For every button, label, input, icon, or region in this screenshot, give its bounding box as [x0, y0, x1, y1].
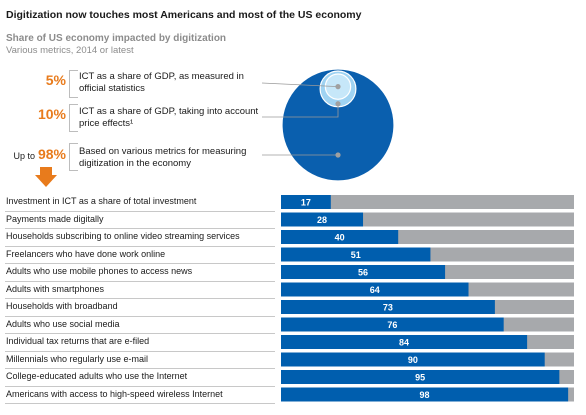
bar: [281, 317, 504, 332]
row-divider: [5, 263, 275, 264]
row-label: Investment in ICT as a share of total in…: [6, 196, 197, 206]
callout-prefix-98: Up to: [13, 151, 35, 161]
row-divider: [5, 333, 275, 334]
down-arrow-icon: [35, 175, 57, 187]
row-label: Payments made digitally: [6, 213, 104, 224]
callout-bracket-98: [69, 143, 78, 171]
bar-value-label: 64: [370, 285, 380, 295]
row-label: Households with broadband: [6, 301, 118, 311]
bar-value-label: 84: [399, 338, 409, 348]
connector-lines: [261, 82, 341, 158]
callout-value-98: Up to 98%: [2, 146, 66, 162]
row-divider: [5, 245, 275, 247]
row-label: Americans with access to high-speed wire…: [6, 388, 223, 399]
bar: [281, 230, 399, 244]
chart-title: Digitization now touches most Americans …: [6, 9, 362, 21]
bar-value-label: 95: [415, 373, 425, 383]
callout-value-98-text: 98%: [37, 146, 66, 162]
bar: [281, 335, 528, 349]
row-divider: [5, 280, 275, 282]
chart-subtitle: Share of US economy impacted by digitiza…: [6, 33, 227, 44]
row-label: Adults with smartphones: [6, 283, 105, 294]
bar-value-label: 56: [358, 268, 368, 278]
row-divider: [5, 298, 275, 299]
bar-value-label: 28: [317, 215, 327, 225]
bar: [281, 300, 495, 314]
down-arrow-stem: [40, 167, 52, 175]
bar: [281, 247, 431, 262]
bar: [281, 352, 545, 367]
row-label: Households subscribing to online video s…: [6, 231, 240, 241]
connector-dot-0: [335, 84, 341, 90]
bar: [281, 282, 469, 297]
bar-value-label: 76: [387, 320, 397, 330]
row-divider: [5, 228, 275, 229]
bar-value-label: 40: [335, 233, 345, 243]
callout-value-10: 10%: [37, 106, 66, 122]
bar-value-label: 17: [301, 198, 311, 208]
connector-line-1: [262, 103, 339, 118]
row-divider: [5, 315, 275, 317]
row-divider: [5, 350, 275, 352]
bar: [281, 370, 560, 384]
connector-dot-1: [335, 101, 341, 107]
bar: [281, 212, 364, 227]
row-label: Adults who use mobile phones to access n…: [6, 266, 193, 276]
callout-bracket-5: [69, 70, 78, 98]
bar: [281, 265, 446, 279]
chart-subnote: Various metrics, 2014 or latest: [6, 45, 134, 56]
row-divider: [5, 210, 275, 212]
row-divider: [5, 385, 275, 387]
connector-line-0: [261, 82, 339, 88]
bar-value-label: 98: [420, 390, 430, 400]
bar-track: [281, 195, 574, 209]
connector-dot-2: [335, 152, 341, 158]
callout-value-5: 5%: [45, 72, 66, 88]
row-divider: [5, 403, 275, 404]
row-divider: [5, 368, 275, 369]
callout-text-98: Based on various metrics for measuring d…: [79, 146, 247, 169]
row-label: Freelancers who have done work online: [6, 248, 166, 259]
bar-value-label: 51: [351, 250, 361, 260]
callout-text-5: ICT as a share of GDP, as measured in of…: [79, 71, 244, 94]
row-label: Adults who use social media: [6, 318, 120, 329]
bubble-98: [281, 68, 395, 182]
callout-bracket-10: [69, 104, 78, 132]
row-label: College-educated adults who use the Inte…: [6, 371, 188, 381]
bar-value-label: 90: [408, 355, 418, 365]
row-label: Individual tax returns that are e-filed: [6, 336, 150, 346]
bar-value-label: 73: [383, 303, 393, 313]
bar: [281, 387, 569, 402]
row-label: Millennials who regularly use e-mail: [6, 353, 149, 364]
bar: [281, 195, 331, 209]
callout-text-10: ICT as a share of GDP, taking into accou…: [79, 106, 259, 129]
